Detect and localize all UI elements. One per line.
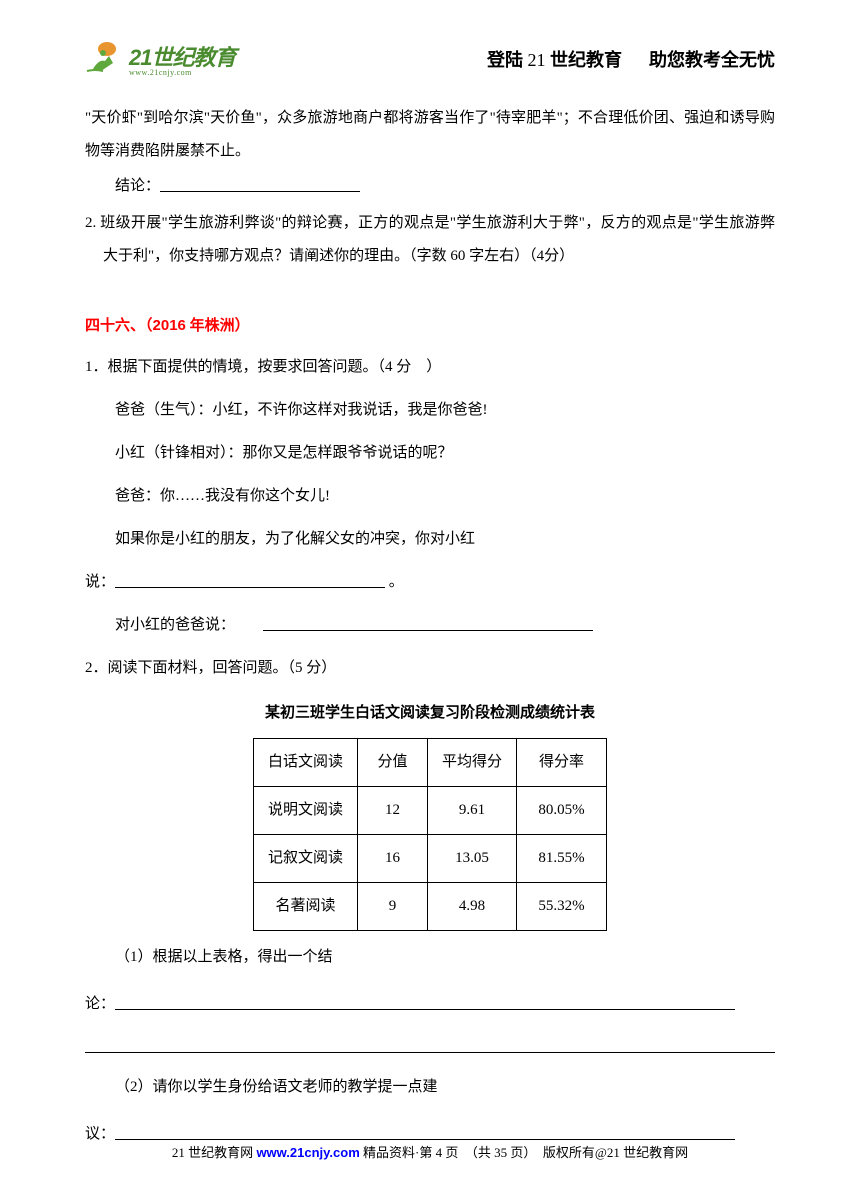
table-cell: 80.05% — [517, 787, 607, 835]
table-cell: 说明文阅读 — [253, 787, 357, 835]
say-period: 。 — [389, 574, 404, 590]
say-blank[interactable] — [115, 587, 385, 588]
table-cell: 记叙文阅读 — [253, 835, 357, 883]
dialogue-line4: 如果你是小红的朋友，为了化解父女的冲突，你对小红 — [85, 523, 775, 556]
sub1-prefix: （1）根据以上表格，得出一个结 — [85, 941, 775, 974]
document-body: "天价虾"到哈尔滨"天价鱼"，众多旅游地商户都将游客当作了"待宰肥羊"；不合理低… — [85, 102, 775, 1151]
sub1-blank[interactable] — [115, 1009, 735, 1010]
dialogue-line3: 爸爸：你……我没有你这个女儿! — [85, 480, 775, 513]
table-row: 名著阅读 9 4.98 55.32% — [253, 883, 606, 931]
section1-q2: 2. 班级开展"学生旅游利弊谈"的辩论赛，正方的观点是"学生旅游利大于弊"，反方… — [85, 207, 775, 273]
heading-year: 2016 — [153, 317, 186, 334]
sub2-prefix: （2）请你以学生身份给语文老师的教学提一点建 — [85, 1071, 775, 1104]
table-cell: 名著阅读 — [253, 883, 357, 931]
table-cell: 12 — [358, 787, 428, 835]
conclusion-label: 结论： — [115, 178, 160, 194]
table-header-cell: 白话文阅读 — [253, 739, 357, 787]
table-cell: 55.32% — [517, 883, 607, 931]
header-right-prefix: 登陆 — [487, 50, 528, 70]
sub1-blank-line2[interactable] — [85, 1033, 775, 1053]
table-cell: 16 — [358, 835, 428, 883]
table-row: 说明文阅读 12 9.61 80.05% — [253, 787, 606, 835]
s2-q1-intro: 1．根据下面提供的情境，按要求回答问题。（4 分 ） — [85, 351, 775, 384]
page-header: 21世纪教育 www.21cnjy.com 登陆 21 世纪教育 助您教考全无忧 — [85, 40, 775, 77]
logo-runner-icon — [85, 41, 125, 77]
logo-text-wrap: 21世纪教育 www.21cnjy.com — [129, 40, 235, 77]
s2-q2-intro: 2．阅读下面材料，回答问题。（5 分） — [85, 652, 775, 685]
conclusion-blank[interactable] — [160, 191, 360, 192]
table-title: 某初三班学生白话文阅读复习阶段检测成绩统计表 — [85, 697, 775, 730]
dad-label: 对小红的爸爸说： — [115, 617, 235, 633]
dialogue-line2: 小红（针锋相对）：那你又是怎样跟爷爷说话的呢？ — [85, 437, 775, 470]
score-table: 白话文阅读 分值 平均得分 得分率 说明文阅读 12 9.61 80.05% 记… — [253, 738, 607, 931]
table-cell: 13.05 — [428, 835, 517, 883]
sub2-blank[interactable] — [115, 1139, 735, 1140]
dad-say-line: 对小红的爸爸说： — [85, 609, 775, 642]
say-line: 说： 。 — [85, 566, 775, 599]
section1-para1: "天价虾"到哈尔滨"天价鱼"，众多旅游地商户都将游客当作了"待宰肥羊"；不合理低… — [85, 102, 775, 168]
dialogue-line1: 爸爸（生气）：小红，不许你这样对我说话，我是你爸爸! — [85, 394, 775, 427]
section2-heading: 四十六、（2016 年株洲） — [85, 309, 775, 343]
header-right-num: 21 — [528, 50, 546, 70]
table-cell: 4.98 — [428, 883, 517, 931]
heading-suffix: 年株洲） — [186, 318, 250, 334]
footer-mid: 精品资料·第 4 页 （共 35 页） 版权所有@21 世纪教育网 — [360, 1145, 688, 1160]
table-header-cell: 平均得分 — [428, 739, 517, 787]
table-cell: 81.55% — [517, 835, 607, 883]
table-row: 记叙文阅读 16 13.05 81.55% — [253, 835, 606, 883]
table-cell: 9 — [358, 883, 428, 931]
page-footer: 21 世纪教育网 www.21cnjy.com 精品资料·第 4 页 （共 35… — [0, 1142, 860, 1161]
say-label: 说： — [85, 574, 115, 590]
table-row: 白话文阅读 分值 平均得分 得分率 — [253, 739, 606, 787]
header-right-suffix: 世纪教育 — [546, 50, 623, 70]
header-slogan: 登陆 21 世纪教育 助您教考全无忧 — [487, 46, 775, 72]
footer-brand-text: 世纪教育网 — [185, 1145, 257, 1160]
footer-brand-num: 21 — [172, 1145, 185, 1160]
table-header-cell: 得分率 — [517, 739, 607, 787]
sub1-suffix: 论： — [85, 996, 115, 1012]
heading-prefix: 四十六、（ — [85, 318, 153, 334]
sub1-answer-line: 论： — [85, 988, 775, 1021]
table-header-cell: 分值 — [358, 739, 428, 787]
table-cell: 9.61 — [428, 787, 517, 835]
header-tagline: 助您教考全无忧 — [649, 50, 775, 70]
sub2-suffix: 议： — [85, 1126, 115, 1142]
section1-conclusion-line: 结论： — [85, 170, 775, 203]
dad-blank[interactable] — [263, 630, 593, 631]
logo: 21世纪教育 www.21cnjy.com — [85, 40, 235, 77]
footer-url: www.21cnjy.com — [256, 1145, 359, 1160]
